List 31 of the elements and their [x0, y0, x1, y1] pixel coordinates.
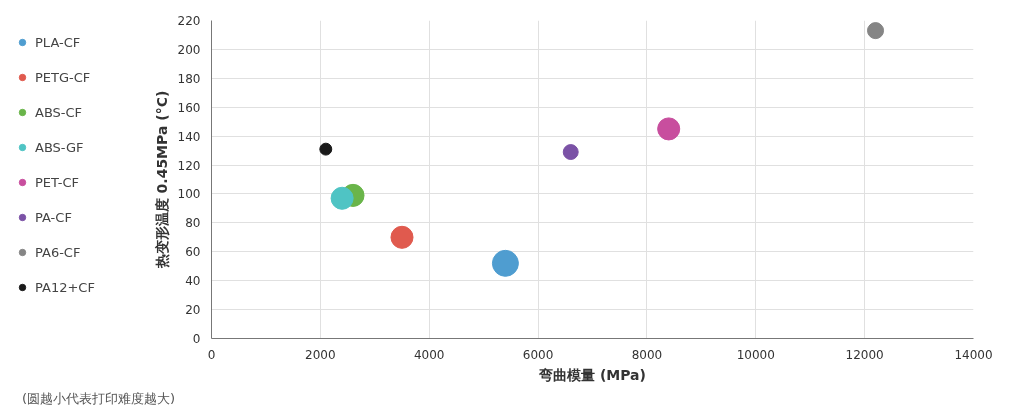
text: (圆越小代表打印难度越大) [22, 390, 176, 406]
x-tick-label: 8000 [631, 347, 663, 362]
x-tick-label: 4000 [413, 347, 445, 362]
y-tick-label: 20 [185, 303, 201, 318]
y-tick-label: 100 [177, 187, 201, 202]
legend-label: ABS-GF [35, 139, 84, 155]
y-tick-label: 60 [185, 245, 201, 260]
legend-label: ABS-CF [35, 104, 83, 120]
legend-label: PA6-CF [35, 244, 81, 260]
x-tick-label: 10000 [736, 347, 775, 362]
y-axis-title: 热变形温度 0.45MPa (°C) [153, 90, 170, 270]
legend-label: PLA-CF [35, 34, 81, 50]
y-tick-label: 80 [185, 216, 201, 231]
y-tick-label: 160 [177, 100, 201, 115]
y-tick-label: 0 [192, 332, 201, 346]
y-tick-label: 180 [177, 71, 201, 86]
y-tick-label: 40 [185, 274, 201, 289]
x-tick-label: 12000 [845, 347, 884, 362]
legend-label: PA-CF [35, 209, 72, 225]
legend-label: PET-CF [35, 174, 80, 190]
x-tick-label: 6000 [522, 347, 554, 362]
y-tick-label: 140 [177, 129, 201, 144]
legend-label: PETG-CF [35, 69, 91, 85]
x-tick-label: 0 [207, 347, 216, 362]
y-tick-label: 220 [177, 14, 201, 28]
y-tick-label: 200 [177, 42, 201, 57]
legend-label: PA12+CF [35, 279, 95, 295]
y-tick-label: 120 [177, 158, 201, 173]
x-tick-label: 2000 [305, 347, 336, 362]
x-axis-title: 弯曲模量 (MPa) [538, 366, 646, 383]
x-tick-label: 14000 [954, 347, 993, 362]
